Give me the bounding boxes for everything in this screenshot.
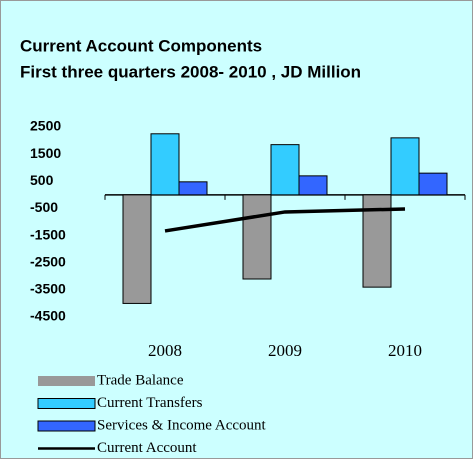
line-series <box>164 207 406 233</box>
x-tick-label: 2009 <box>268 341 302 360</box>
y-tick-label: 1500 <box>30 145 61 161</box>
legend-swatch <box>37 420 96 432</box>
bar <box>270 144 300 196</box>
y-tick-label: 2500 <box>30 118 61 134</box>
chart-title: Current Account Components <box>20 36 262 55</box>
bar <box>178 181 208 196</box>
bar <box>122 194 152 304</box>
bar <box>150 133 180 196</box>
chart-subtitle: First three quarters 2008- 2010 , JD Mil… <box>20 62 361 81</box>
legend-label: Trade Balance <box>97 372 184 388</box>
bar <box>298 175 328 196</box>
y-tick-label: -1500 <box>30 226 66 242</box>
y-tick-label: -4500 <box>30 308 66 324</box>
bar <box>390 137 420 196</box>
legend-swatch <box>37 398 96 409</box>
x-tick-label: 2010 <box>388 341 422 360</box>
legend-label: Current Account <box>97 440 197 456</box>
y-tick-label: -2500 <box>30 253 66 269</box>
legend-label: Current Transfers <box>97 395 203 411</box>
y-tick-label: 500 <box>30 172 54 188</box>
bar <box>242 194 272 280</box>
bar <box>418 172 448 196</box>
legend-swatch <box>38 376 95 386</box>
x-tick-label: 2008 <box>148 341 182 360</box>
y-tick-label: -3500 <box>30 281 66 297</box>
legend-label: Services & Income Account <box>97 417 267 433</box>
y-tick-label: -500 <box>30 199 58 215</box>
